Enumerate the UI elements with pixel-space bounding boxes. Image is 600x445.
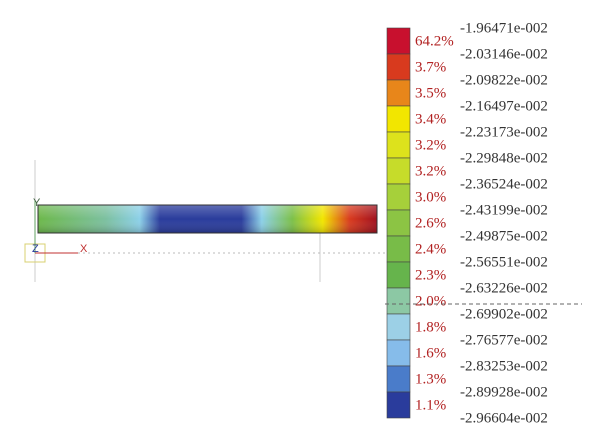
band-percent: 3.2% — [415, 137, 446, 153]
color-band — [386, 79, 411, 107]
color-band — [386, 391, 411, 419]
axis-label: Y — [33, 197, 41, 209]
band-percent: 1.8% — [415, 319, 446, 335]
level-label: -2.76577e-002 — [460, 332, 548, 348]
band-percent: 64.2% — [415, 33, 454, 49]
axis-label: Z — [32, 243, 39, 255]
band-percent: 2.0% — [415, 293, 446, 309]
band-percent: 2.6% — [415, 215, 446, 231]
axis-label: X — [80, 243, 88, 255]
level-label: -2.56551e-002 — [460, 254, 548, 270]
beam-outline — [37, 204, 378, 234]
color-band — [386, 27, 411, 55]
band-percent: 3.5% — [415, 85, 446, 101]
color-band — [386, 209, 411, 237]
level-label: -2.29848e-002 — [460, 150, 548, 166]
color-band — [386, 365, 411, 393]
band-percent: 3.0% — [415, 189, 446, 205]
band-percent: 2.3% — [415, 267, 446, 283]
color-band — [386, 287, 411, 315]
level-label: -2.09822e-002 — [460, 72, 548, 88]
legend: 64.2% 3.7% 3.5% 3.4% 3.2% 3.2% 3.0% 2.6% 2.4% 2.3… — [386, 20, 548, 426]
level-label: -2.43199e-002 — [460, 202, 548, 218]
level-label: -1.96471e-002 — [460, 20, 548, 36]
color-band — [386, 131, 411, 159]
level-label: -2.96604e-002 — [460, 410, 548, 426]
level-label: -2.49875e-002 — [460, 228, 548, 244]
color-band — [386, 183, 411, 211]
band-percent: 2.4% — [415, 241, 446, 257]
color-band — [386, 157, 411, 185]
band-percent: 1.1% — [415, 397, 446, 413]
level-label: -2.63226e-002 — [460, 280, 548, 296]
level-label: -2.23173e-002 — [460, 124, 548, 140]
color-band — [386, 235, 411, 263]
level-label: -2.16497e-002 — [460, 98, 548, 114]
color-band — [386, 339, 411, 367]
color-band — [386, 313, 411, 341]
color-band — [386, 53, 411, 81]
level-label: -2.89928e-002 — [460, 384, 548, 400]
band-percent: 3.4% — [415, 111, 446, 127]
level-label: -2.03146e-002 — [460, 46, 548, 62]
level-label: -2.83253e-002 — [460, 358, 548, 374]
color-band — [386, 105, 411, 133]
band-percent: 3.2% — [415, 163, 446, 179]
level-label: -2.36524e-002 — [460, 176, 548, 192]
color-band — [386, 261, 411, 289]
band-percent: 1.3% — [415, 371, 446, 387]
band-percent: 3.7% — [415, 59, 446, 75]
band-percent: 1.6% — [415, 345, 446, 361]
level-label: -2.69902e-002 — [460, 306, 548, 322]
